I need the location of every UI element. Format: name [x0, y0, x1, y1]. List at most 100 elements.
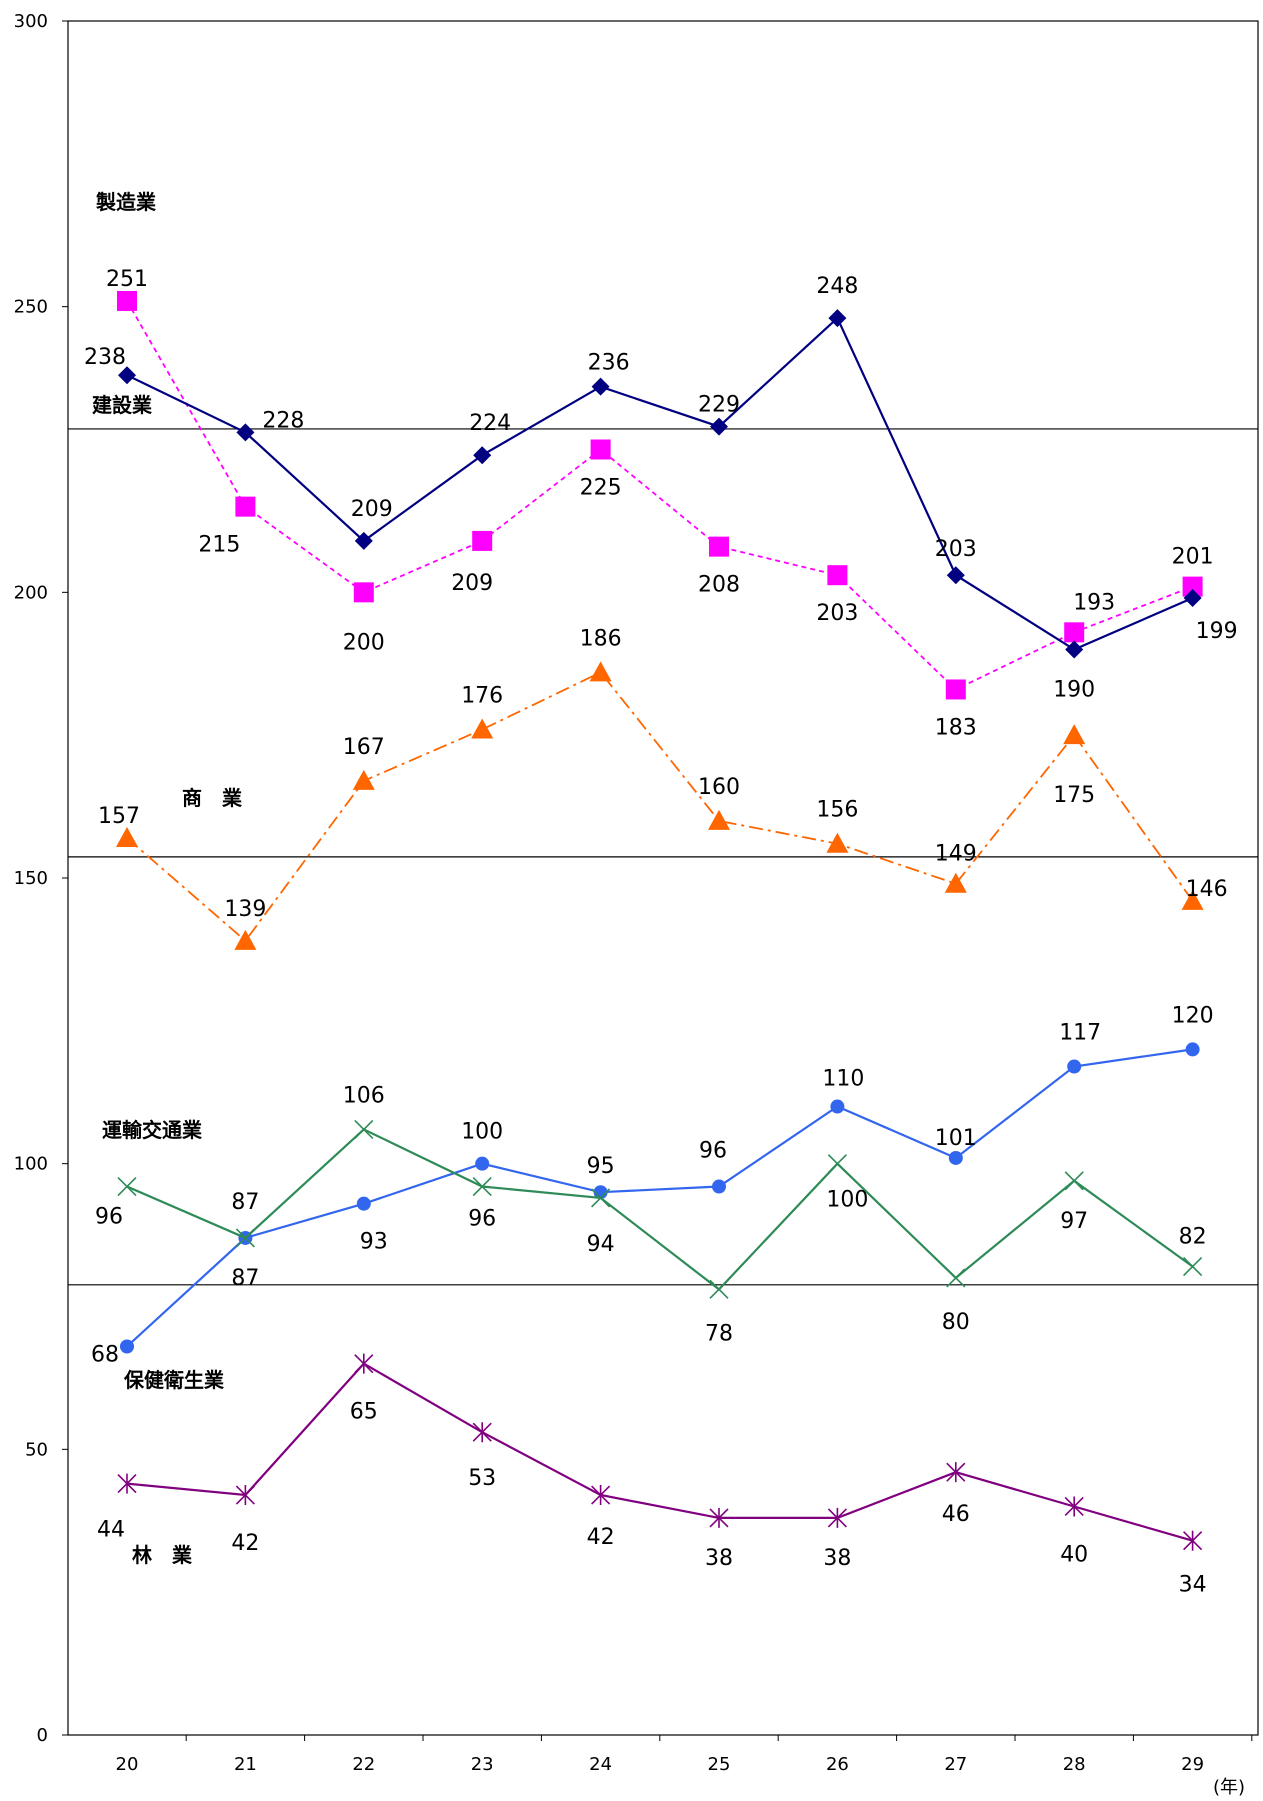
data-point [1181, 889, 1204, 910]
x-tick-label: 22 [352, 1754, 375, 1775]
data-label: 42 [587, 1525, 615, 1550]
data-label: 190 [1053, 677, 1095, 702]
data-point [709, 536, 729, 557]
data-label: 236 [588, 351, 630, 376]
data-point [235, 496, 256, 517]
data-point [473, 446, 492, 465]
data-label: 225 [580, 476, 622, 501]
data-point [472, 1422, 492, 1443]
series-line-1 [126, 316, 1194, 651]
data-label: 96 [95, 1205, 123, 1230]
data-label: 78 [705, 1321, 733, 1346]
data-label: 110 [822, 1067, 864, 1092]
data-point [116, 827, 138, 848]
data-point [712, 1179, 726, 1194]
series-name-label: 林 業 [132, 1543, 193, 1567]
data-point [708, 809, 730, 830]
x-tick-label: 23 [471, 1754, 494, 1775]
x-tick-label: 20 [116, 1754, 139, 1775]
data-label: 203 [816, 601, 858, 626]
data-point [354, 1119, 374, 1139]
data-label: 106 [343, 1083, 385, 1108]
data-label: 46 [942, 1502, 970, 1527]
data-point [1183, 589, 1202, 608]
data-point [234, 929, 257, 950]
data-point [1063, 724, 1086, 745]
data-label: 44 [97, 1518, 125, 1543]
x-tick-label: 25 [708, 1754, 731, 1775]
data-label: 167 [343, 735, 385, 760]
data-point [828, 309, 847, 328]
data-label: 68 [91, 1342, 119, 1367]
data-label: 94 [587, 1232, 615, 1257]
data-point [235, 1228, 255, 1248]
data-point [589, 661, 612, 682]
y-tick-label: 150 [14, 868, 48, 889]
data-point [830, 1099, 845, 1114]
data-label: 87 [231, 1266, 259, 1291]
data-point [590, 439, 611, 460]
data-point [1183, 1256, 1203, 1277]
data-point [1064, 1171, 1084, 1191]
plot-area [67, 20, 1259, 1736]
data-point [1064, 1496, 1084, 1517]
data-label: 146 [1186, 877, 1228, 902]
data-point [948, 1150, 963, 1165]
x-tick-label: 27 [944, 1754, 967, 1775]
data-label: 117 [1059, 1021, 1101, 1046]
data-label: 97 [1060, 1209, 1088, 1234]
data-point [826, 832, 849, 853]
data-point [709, 1279, 729, 1299]
series-line-0 [126, 300, 1193, 691]
data-point [827, 1507, 847, 1528]
data-point [1067, 1059, 1082, 1074]
data-label: 96 [699, 1139, 727, 1164]
data-point [353, 582, 374, 603]
data-point [946, 1268, 966, 1288]
series-line-2 [126, 671, 1194, 943]
data-label: 201 [1172, 545, 1214, 570]
x-tick-label: 24 [589, 1754, 612, 1775]
series-line-3 [126, 1048, 1193, 1348]
data-point [354, 531, 373, 550]
data-label: 238 [84, 345, 126, 370]
x-tick-label: 26 [826, 1754, 849, 1775]
data-label: 149 [935, 842, 977, 867]
y-tick-label: 250 [14, 297, 48, 318]
data-label: 101 [935, 1126, 977, 1151]
data-point [1065, 640, 1084, 659]
data-label: 248 [816, 274, 858, 299]
data-point [591, 1188, 611, 1208]
data-label: 34 [1179, 1573, 1207, 1598]
data-label: 186 [580, 626, 622, 651]
data-label: 53 [468, 1466, 496, 1491]
x-tick-label: 28 [1063, 1754, 1086, 1775]
series-name-label: 運輸交通業 [102, 1118, 203, 1142]
data-label: 229 [698, 393, 740, 418]
series-line-5 [126, 1362, 1193, 1542]
data-point [475, 1156, 490, 1171]
data-label: 100 [826, 1188, 868, 1213]
data-point [117, 1473, 137, 1494]
data-label: 65 [350, 1400, 378, 1425]
data-point [944, 872, 967, 893]
data-point [1064, 622, 1085, 643]
data-label: 160 [698, 775, 740, 800]
y-tick-label: 0 [37, 1725, 48, 1746]
data-point [945, 679, 966, 700]
data-label: 157 [98, 804, 140, 829]
data-point [827, 1154, 847, 1174]
data-point [1182, 576, 1203, 597]
data-label: 80 [942, 1310, 970, 1335]
series-name-label: 商 業 [182, 786, 243, 810]
data-point [591, 1485, 611, 1506]
data-label: 215 [198, 533, 240, 558]
data-label: 156 [816, 798, 858, 823]
data-label: 95 [587, 1154, 615, 1179]
data-label: 209 [351, 497, 393, 522]
data-label: 209 [451, 571, 493, 596]
data-label: 93 [360, 1230, 388, 1255]
data-point [356, 1196, 371, 1211]
